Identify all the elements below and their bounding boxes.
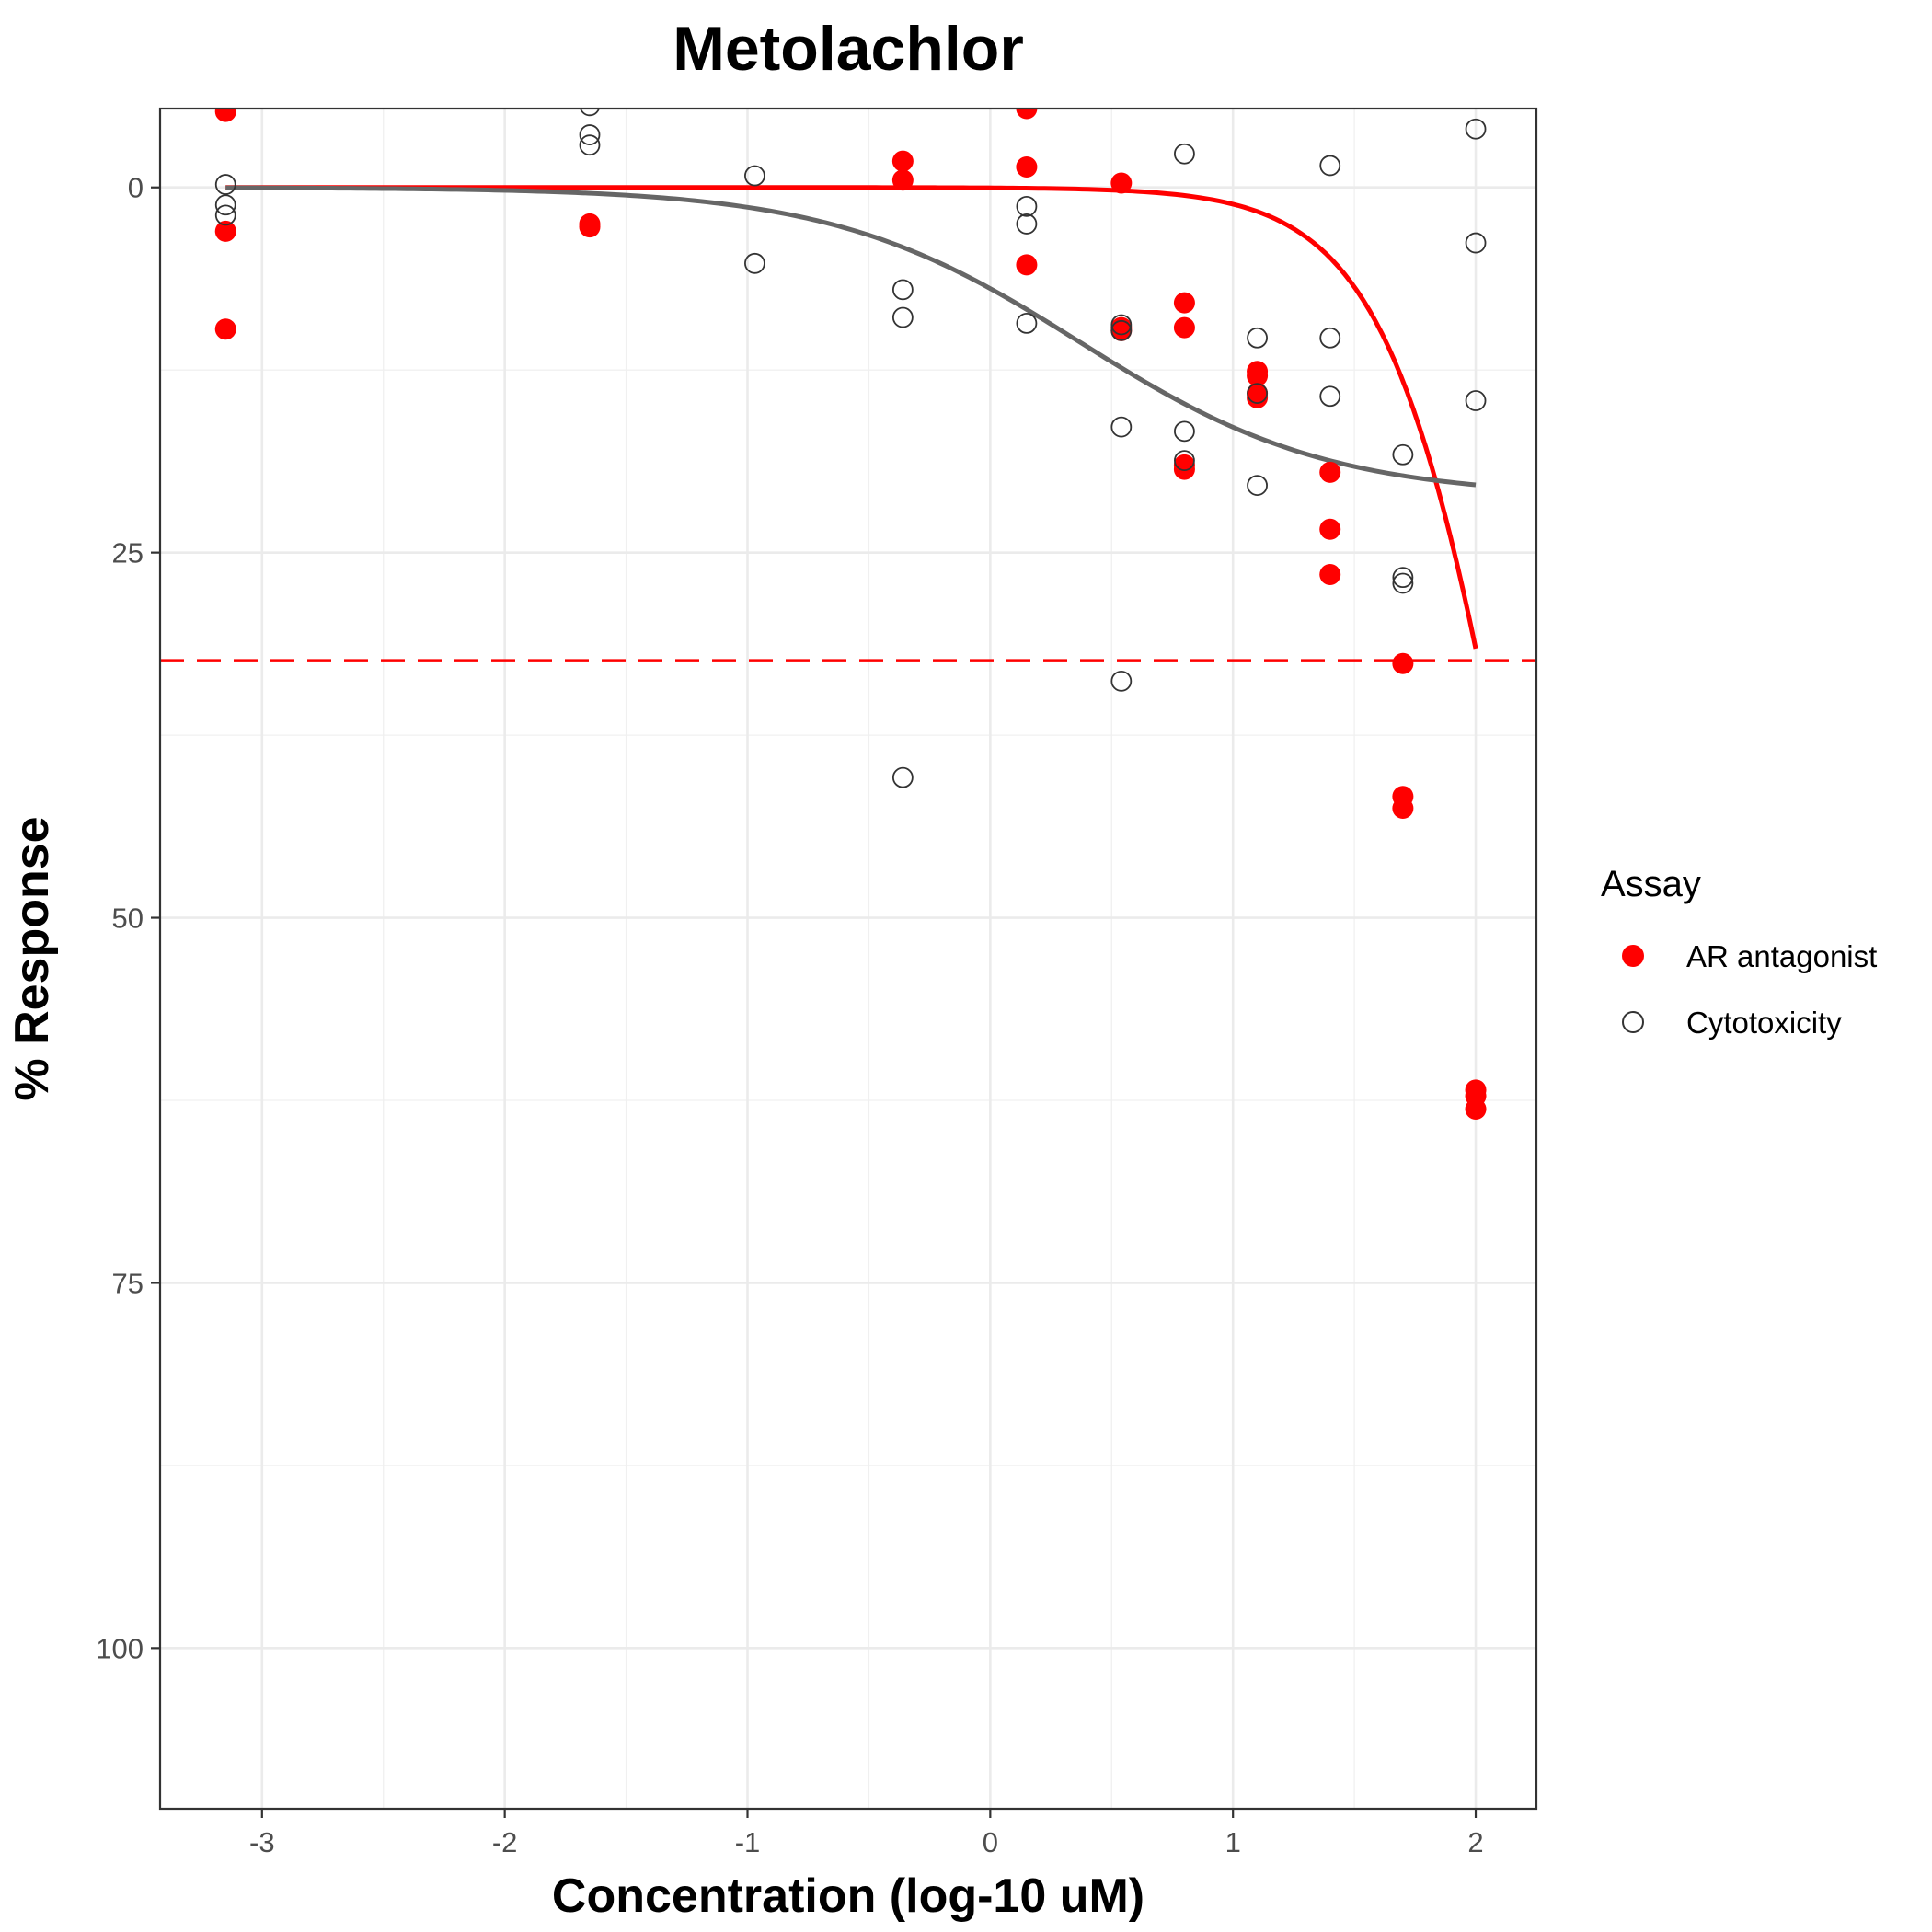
point-cytotoxicity <box>1392 567 1414 589</box>
fit-curves <box>225 185 1478 650</box>
point-ar-antagonist <box>1173 292 1195 314</box>
point-cytotoxicity <box>1319 327 1341 349</box>
axes: -3 -2 -1 0 1 2 0 25 50 75 100 <box>96 172 1483 1858</box>
y-tick-label: 75 <box>112 1267 144 1299</box>
point-ar-antagonist <box>1173 316 1195 339</box>
point-cytotoxicity <box>1110 314 1133 336</box>
x-tick-label: -2 <box>492 1826 518 1858</box>
point-ar-antagonist <box>1016 109 1038 120</box>
x-tick-label: 0 <box>983 1826 998 1858</box>
point-ar-antagonist <box>214 220 236 242</box>
point-cytotoxicity <box>1465 232 1487 254</box>
grid <box>160 109 1536 1809</box>
point-cytotoxicity <box>1016 312 1038 334</box>
point-cytotoxicity <box>1392 443 1414 466</box>
point-cytotoxicity <box>1174 143 1195 165</box>
point-cytotoxicity <box>1174 420 1195 443</box>
legend-marker-ar-antagonist <box>1622 945 1644 967</box>
y-tick-label: 25 <box>112 537 144 569</box>
chart-title: Metolachlor <box>673 14 1024 84</box>
legend-title: Assay <box>1601 864 1701 904</box>
point-ar-antagonist <box>1110 319 1133 341</box>
point-ar-antagonist <box>1319 461 1341 483</box>
point-ar-antagonist <box>1247 365 1269 387</box>
point-cytotoxicity <box>214 194 236 216</box>
x-axis-title: Concentration (log-10 uM) <box>552 1869 1144 1923</box>
y-tick-label: 0 <box>128 172 144 204</box>
point-ar-antagonist <box>579 216 601 238</box>
point-ar-antagonist <box>1016 254 1038 276</box>
point-cytotoxicity <box>579 124 601 145</box>
fit-curve-cytotoxicity <box>225 185 1477 488</box>
point-ar-antagonist <box>1319 518 1341 540</box>
point-cytotoxicity <box>1110 670 1133 692</box>
point-cytotoxicity <box>744 165 765 187</box>
point-cytotoxicity <box>1465 390 1487 411</box>
point-cytotoxicity <box>580 109 600 117</box>
y-tick-label: 100 <box>96 1632 144 1664</box>
point-cytotoxicity <box>1247 327 1268 349</box>
legend-marker-cytotoxicity <box>1622 1011 1644 1033</box>
point-cytotoxicity <box>1392 572 1414 594</box>
plot-border <box>158 107 1538 1811</box>
point-cytotoxicity <box>1319 155 1341 177</box>
point-ar-antagonist <box>1392 652 1414 674</box>
y-axis-title: % Response <box>6 816 59 1100</box>
point-cytotoxicity <box>214 204 236 226</box>
data-points <box>214 109 1487 1121</box>
point-ar-antagonist <box>1392 797 1414 819</box>
point-ar-antagonist <box>1319 563 1341 585</box>
point-ar-antagonist <box>214 109 236 122</box>
point-cytotoxicity <box>891 766 914 788</box>
point-cytotoxicity <box>1319 385 1341 408</box>
point-cytotoxicity <box>214 174 236 195</box>
point-cytotoxicity <box>1110 319 1133 341</box>
x-tick-label: -1 <box>735 1826 761 1858</box>
point-ar-antagonist <box>1110 172 1133 194</box>
point-cytotoxicity <box>1016 213 1038 235</box>
point-cytotoxicity <box>1247 475 1268 497</box>
point-cytotoxicity <box>1016 195 1038 217</box>
point-ar-antagonist <box>1016 156 1038 178</box>
point-ar-antagonist <box>891 169 914 191</box>
point-ar-antagonist <box>891 150 914 172</box>
point-cytotoxicity <box>744 252 765 274</box>
x-tick-label: 2 <box>1467 1826 1483 1858</box>
point-cytotoxicity <box>1465 118 1487 140</box>
y-tick-label: 50 <box>112 903 144 935</box>
legend-label-ar-antagonist: AR antagonist <box>1686 939 1877 973</box>
point-ar-antagonist <box>214 318 236 340</box>
point-ar-antagonist <box>1173 458 1195 480</box>
point-ar-antagonist <box>1247 386 1269 408</box>
point-cytotoxicity <box>1247 383 1268 404</box>
x-tick-label: -3 <box>249 1826 275 1858</box>
point-cytotoxicity <box>1110 416 1133 438</box>
point-cytotoxicity <box>891 306 914 328</box>
legend-label-cytotoxicity: Cytotoxicity <box>1686 1006 1842 1040</box>
point-cytotoxicity <box>579 134 601 156</box>
point-cytotoxicity <box>1174 450 1195 472</box>
point-ar-antagonist <box>1465 1098 1487 1121</box>
point-cytotoxicity <box>891 279 914 301</box>
legend: Assay AR antagonist Cytotoxicity <box>1601 864 1877 1040</box>
x-tick-label: 1 <box>1225 1826 1241 1858</box>
plot-background <box>160 109 1536 1809</box>
